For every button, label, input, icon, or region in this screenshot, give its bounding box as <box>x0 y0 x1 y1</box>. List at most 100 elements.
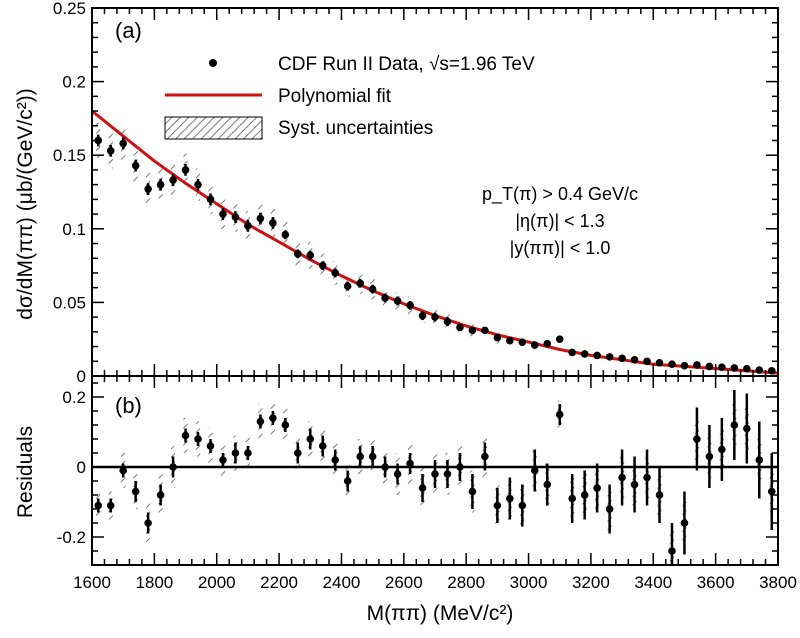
data-point-bot-53 <box>755 456 764 464</box>
xtick-label-5: 2600 <box>385 573 423 592</box>
data-point-top-36 <box>543 339 552 348</box>
x-axis-label: M(ππ) (MeV/c²) <box>367 602 514 625</box>
data-point-bot-40 <box>593 484 601 492</box>
data-point-top-0 <box>94 136 103 145</box>
data-point-bot-3 <box>131 487 140 496</box>
data-point-bot-9 <box>206 442 215 450</box>
data-point-top-25 <box>406 301 414 310</box>
data-point-top-39 <box>580 350 589 358</box>
data-point-bot-29 <box>456 463 464 471</box>
data-point-bot-42 <box>618 473 626 482</box>
cut-pt: p_T(π) > 0.4 GeV/c <box>482 184 638 205</box>
data-point-top-43 <box>630 356 639 364</box>
bottom-panel: -0.2 0 0.2 1600 1800 2000 2200 2400 2600 2800 3000… <box>14 375 797 625</box>
xtick-label-7: 3000 <box>510 573 548 592</box>
data-point-bot-47 <box>680 519 689 527</box>
data-point-top-6 <box>169 176 177 185</box>
data-point-bot-46 <box>668 547 676 555</box>
data-point-top-24 <box>393 297 402 305</box>
top-ytick-label-3: 0.15 <box>53 146 86 165</box>
data-point-top-5 <box>156 180 165 189</box>
data-point-bot-8 <box>194 435 202 443</box>
legend-label-syst: Syst. uncertainties <box>278 118 433 139</box>
cut-eta: |η(π)| < 1.3 <box>515 211 604 231</box>
data-point-bot-36 <box>543 480 552 489</box>
data-point-top-17 <box>306 251 315 260</box>
top-axes: 0 0.05 0.1 0.15 0.2 0.25 <box>53 0 779 386</box>
legend-marker-points <box>209 59 217 67</box>
data-point-top-10 <box>219 210 227 218</box>
data-point-bot-30 <box>468 487 477 496</box>
data-point-bot-26 <box>418 484 427 492</box>
data-point-top-7 <box>181 166 190 174</box>
data-point-bot-19 <box>331 456 340 464</box>
data-point-top-22 <box>368 285 377 293</box>
top-data-points <box>94 134 776 375</box>
data-point-bot-44 <box>643 473 651 482</box>
data-point-bot-20 <box>343 477 352 485</box>
data-point-top-14 <box>269 219 277 227</box>
data-point-bot-51 <box>730 421 739 429</box>
data-point-top-8 <box>194 180 202 189</box>
data-point-bot-31 <box>481 452 489 461</box>
panel-label-b: (b) <box>115 393 142 418</box>
data-point-bot-34 <box>518 501 527 510</box>
bot-ytick-label-2: 0.2 <box>62 388 86 407</box>
data-point-top-52 <box>743 364 751 373</box>
data-point-bot-54 <box>767 487 776 496</box>
data-point-top-49 <box>705 362 714 371</box>
data-point-bot-48 <box>693 435 701 443</box>
data-point-top-2 <box>119 139 127 148</box>
data-point-top-45 <box>655 358 664 367</box>
bottom-axes: -0.2 0 0.2 1600 1800 2000 2200 2400 2600 2800 3000… <box>57 375 797 592</box>
data-point-bot-14 <box>269 414 277 422</box>
data-point-bot-32 <box>493 501 502 510</box>
polynomial-fit-line <box>91 109 779 375</box>
xtick-label-4: 2400 <box>323 573 361 592</box>
data-point-bot-43 <box>630 480 639 489</box>
data-point-bot-35 <box>530 466 539 475</box>
data-point-bot-17 <box>306 435 315 443</box>
data-point-bot-38 <box>568 494 576 503</box>
legend-marker-hatch <box>164 116 263 140</box>
data-point-bot-16 <box>294 449 302 457</box>
xtick-label-1: 1800 <box>135 573 173 592</box>
xtick-label-3: 2200 <box>260 573 298 592</box>
xtick-label-8: 3200 <box>572 573 610 592</box>
data-point-bot-39 <box>580 491 589 499</box>
data-point-bot-49 <box>705 452 714 461</box>
data-point-bot-4 <box>144 519 152 527</box>
data-point-bot-13 <box>256 417 265 426</box>
data-point-bot-0 <box>94 501 103 510</box>
data-point-top-13 <box>256 214 265 223</box>
data-point-bot-1 <box>106 501 115 510</box>
data-point-bot-41 <box>605 505 614 513</box>
legend-label-fit: Polynomial fit <box>278 86 392 107</box>
data-point-bot-52 <box>743 424 751 433</box>
legend: CDF Run II Data, √s=1.96 TeV Polynomial … <box>164 54 535 140</box>
data-point-bot-6 <box>169 463 177 471</box>
top-ytick-label-0: 0 <box>77 367 86 386</box>
data-point-bot-25 <box>406 459 414 468</box>
data-point-bot-21 <box>356 452 364 461</box>
data-point-bot-7 <box>181 431 190 440</box>
data-point-top-33 <box>506 336 514 345</box>
panel-label-a: (a) <box>115 18 142 43</box>
data-point-top-1 <box>106 146 115 155</box>
xtick-label-10: 3600 <box>697 573 735 592</box>
data-point-top-29 <box>456 323 464 332</box>
top-syst-bands <box>96 122 774 374</box>
legend-label-data: CDF Run II Data, √s=1.96 TeV <box>278 54 535 75</box>
data-point-top-26 <box>418 311 427 320</box>
data-point-bot-33 <box>506 494 514 503</box>
data-point-top-54 <box>767 367 776 375</box>
selection-cuts: p_T(π) > 0.4 GeV/c |η(π)| < 1.3 |y(ππ)| … <box>482 184 638 258</box>
data-point-bot-10 <box>219 456 227 464</box>
data-point-bot-12 <box>244 449 252 457</box>
data-point-top-11 <box>231 213 240 221</box>
data-point-top-4 <box>144 185 152 193</box>
data-point-top-12 <box>244 222 252 230</box>
data-point-bot-18 <box>318 442 327 450</box>
bottom-data-points <box>94 390 776 565</box>
